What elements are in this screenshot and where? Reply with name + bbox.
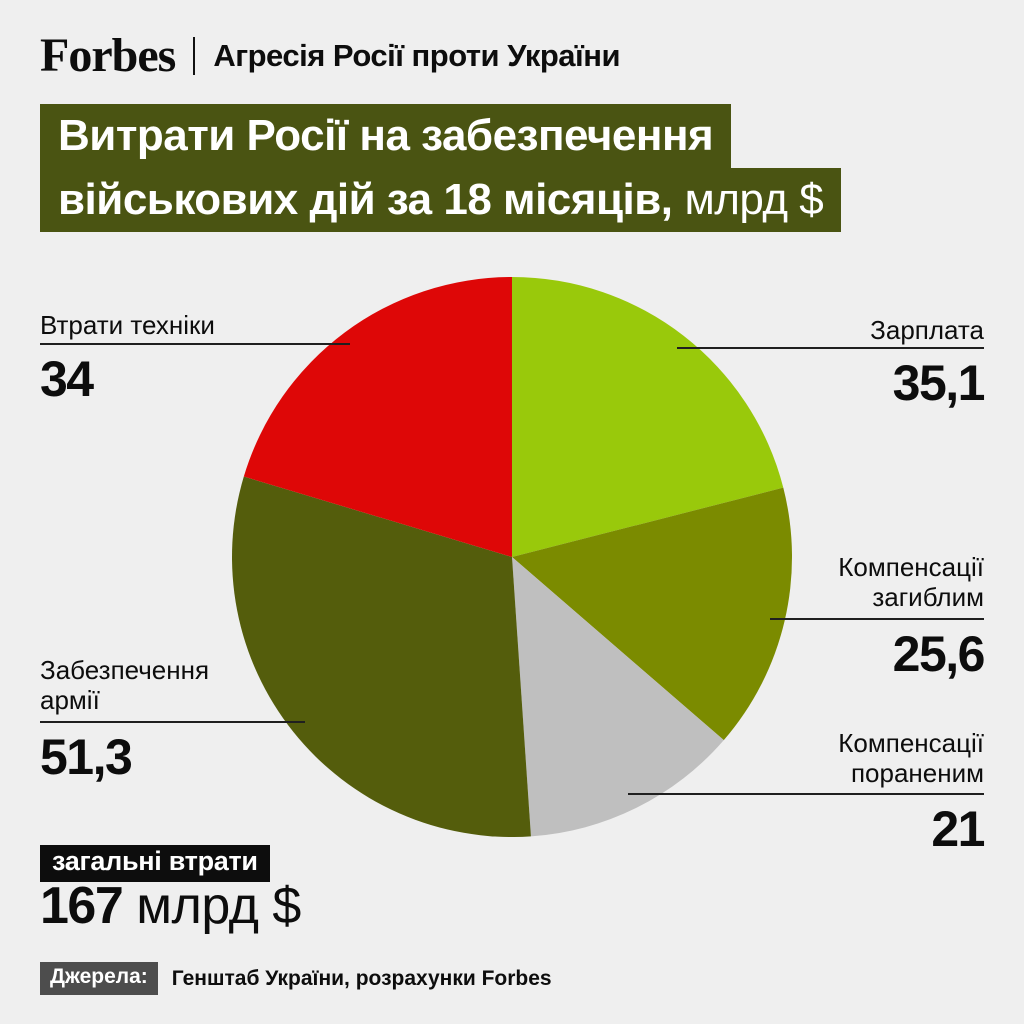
callout-equipment-losses-label: Втрати техніки: [40, 310, 215, 340]
pie-slice-Компенсації пораненим: [512, 557, 724, 837]
source-line: Джерела: Генштаб України, розрахунки For…: [40, 962, 552, 995]
header: Forbes Агресія Росії проти України: [40, 29, 621, 82]
header-divider: [193, 37, 196, 75]
total-losses-number: 167: [40, 877, 124, 935]
pie-chart: [232, 277, 792, 838]
source-badge: Джерела:: [40, 962, 158, 995]
leader-line-compensation-killed: [770, 618, 984, 620]
leader-line-salary: [677, 347, 984, 349]
callout-army-support-label: Забезпечення армії: [40, 655, 305, 715]
pie-slice-Зарплата: [512, 277, 784, 557]
leader-line-equipment-losses: [40, 343, 350, 345]
callout-salary-value: 35,1: [892, 355, 986, 411]
callout-army-support: Забезпечення армії 51,3: [40, 655, 305, 783]
callout-compensation-killed-label-line1: Компенсації: [838, 552, 984, 582]
source-text: Генштаб України, розрахунки Forbes: [171, 966, 552, 990]
callout-compensation-wounded: Компенсації пораненим 21: [628, 728, 986, 857]
callout-compensation-killed-label-line2: загиблим: [872, 582, 984, 612]
callout-army-support-value: 51,3: [40, 729, 133, 785]
total-losses-unit: млрд $: [136, 877, 301, 935]
chart-title-unit: млрд $: [684, 175, 824, 224]
pie-slice-Забезпечення армії: [232, 476, 531, 838]
chart-title-line1: Витрати Росії на забезпечення: [40, 104, 732, 168]
callout-salary: Зарплата 35,1: [677, 315, 986, 411]
callout-compensation-wounded-label-line1: Компенсації: [838, 728, 984, 758]
pie-slice-Компенсації загиблим: [512, 487, 792, 741]
total-losses-line: 167 млрд $: [40, 876, 301, 936]
callout-army-support-label-line2: армії: [40, 685, 100, 715]
callout-compensation-killed: Компенсації загиблим 25,6: [770, 552, 986, 682]
callout-compensation-killed-label: Компенсації загиблим: [770, 552, 984, 612]
chart-title-line2: військових дій за 18 місяців, млрд $: [40, 168, 842, 232]
callout-compensation-wounded-label: Компенсації пораненим: [628, 728, 984, 788]
callout-compensation-wounded-label-line2: пораненим: [850, 758, 984, 788]
chart-title: Витрати Росії на забезпечення військових…: [40, 104, 842, 232]
header-series-title: Агресія Росії проти України: [213, 38, 621, 73]
forbes-logo: Forbes: [40, 29, 176, 82]
pie-slice-Втрати техніки: [243, 277, 512, 557]
callout-equipment-losses-value: 34: [40, 351, 94, 407]
callout-army-support-label-line1: Забезпечення: [40, 655, 210, 685]
leader-line-compensation-wounded: [628, 793, 984, 795]
leader-line-army-support: [40, 721, 305, 723]
callout-equipment-losses: Втрати техніки 34: [40, 310, 350, 405]
callout-compensation-killed-value: 25,6: [892, 626, 986, 682]
total-losses-badge: загальні втрати: [40, 845, 270, 882]
callout-compensation-wounded-value: 21: [931, 801, 985, 857]
pie-svg: [232, 277, 792, 838]
chart-title-line2-text: військових дій за 18 місяців,: [58, 175, 673, 224]
callout-salary-label: Зарплата: [870, 315, 984, 345]
